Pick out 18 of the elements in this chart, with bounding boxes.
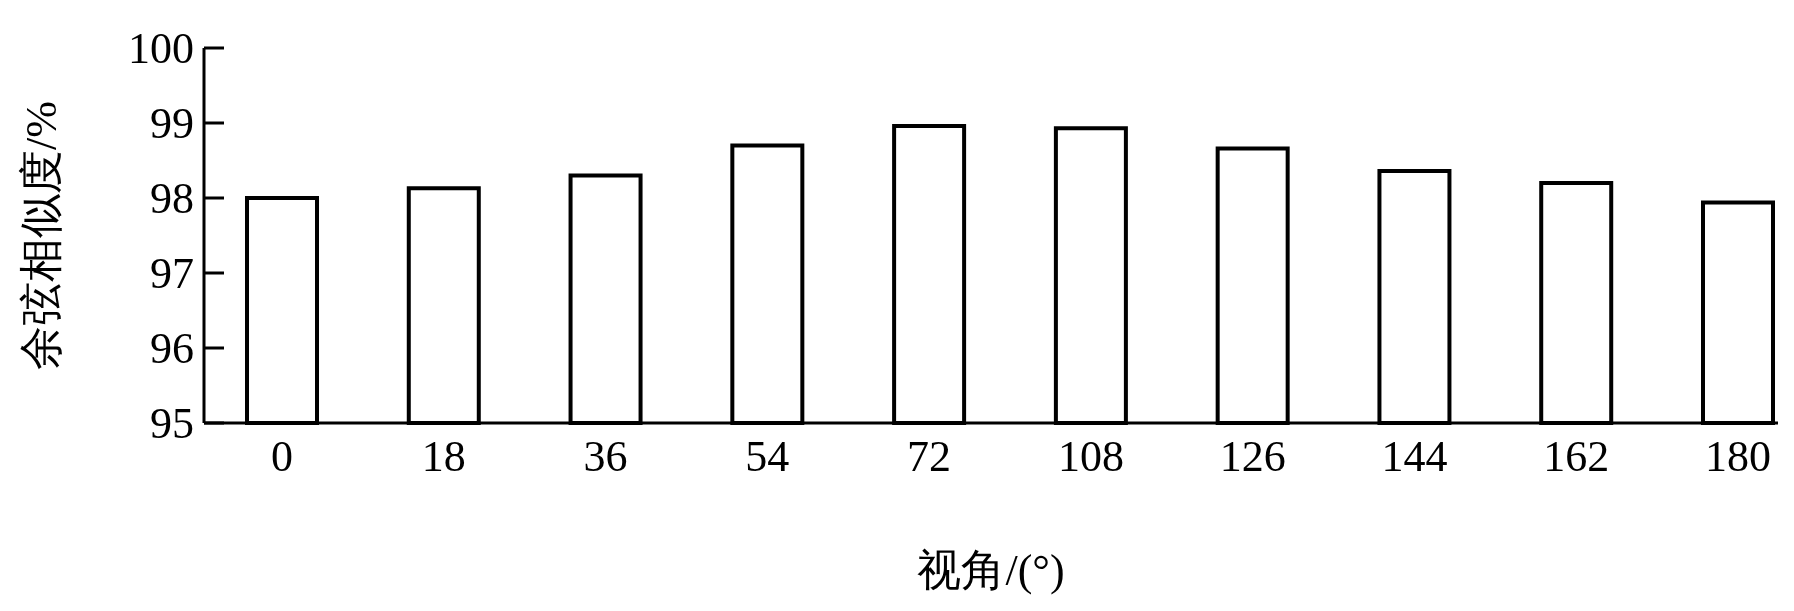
x-tick-label: 18 bbox=[421, 432, 466, 481]
x-tick-label: 72 bbox=[907, 432, 952, 481]
x-tick-label: 36 bbox=[583, 432, 628, 481]
y-tick-label: 96 bbox=[150, 323, 194, 373]
x-axis-title: 视角/(°) bbox=[917, 546, 1065, 595]
y-tick-label: 95 bbox=[150, 398, 194, 448]
x-tick-label: 162 bbox=[1543, 432, 1610, 481]
y-tick-label: 99 bbox=[150, 98, 194, 148]
y-tick-label: 98 bbox=[150, 173, 194, 223]
x-tick-label: 144 bbox=[1381, 432, 1448, 481]
y-axis-title: 余弦相似度/% bbox=[17, 101, 66, 370]
x-tick-label: 180 bbox=[1705, 432, 1771, 481]
x-tick-label: 0 bbox=[271, 432, 293, 481]
x-tick-label: 108 bbox=[1057, 432, 1124, 481]
x-tick-label: 54 bbox=[745, 432, 790, 481]
y-tick-label: 97 bbox=[150, 248, 194, 298]
x-tick-label: 126 bbox=[1219, 432, 1286, 481]
y-tick-label: 100 bbox=[128, 23, 194, 73]
